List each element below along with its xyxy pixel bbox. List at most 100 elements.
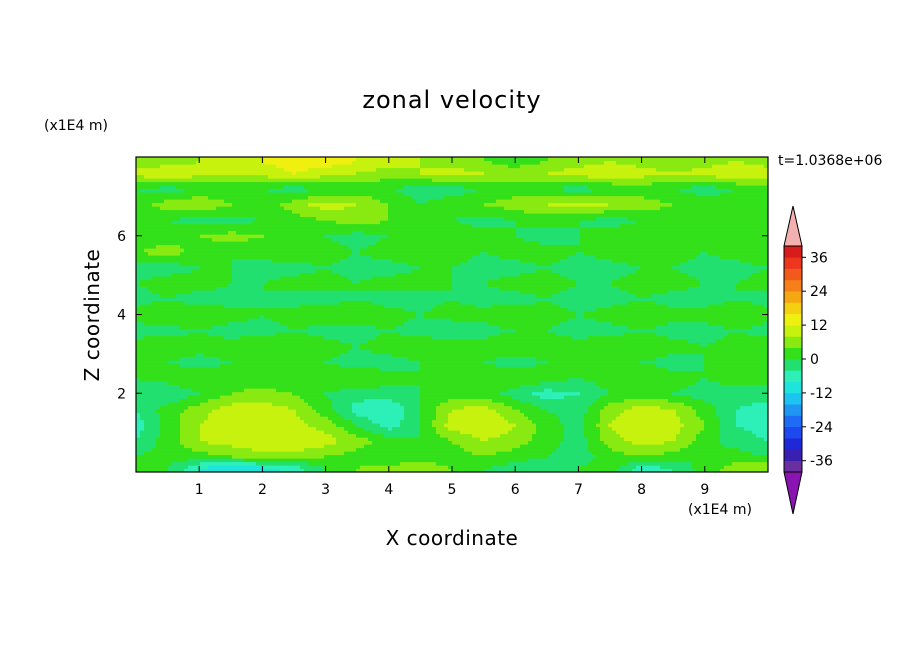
field-cell bbox=[360, 433, 365, 438]
field-cell bbox=[184, 465, 189, 470]
field-cell bbox=[636, 458, 641, 463]
field-cell bbox=[144, 423, 149, 428]
field-cell bbox=[508, 412, 513, 417]
field-cell bbox=[576, 363, 581, 368]
field-cell bbox=[576, 391, 581, 396]
field-cell bbox=[272, 391, 277, 396]
field-cell bbox=[356, 416, 361, 421]
field-cell bbox=[752, 384, 757, 389]
field-cell bbox=[412, 430, 417, 435]
field-cell bbox=[588, 426, 593, 431]
field-cell bbox=[308, 430, 313, 435]
field-cell bbox=[396, 374, 401, 379]
field-cell bbox=[268, 419, 273, 424]
field-cell bbox=[684, 454, 689, 459]
field-cell bbox=[520, 398, 525, 403]
field-cell bbox=[200, 430, 205, 435]
field-cell bbox=[568, 416, 573, 421]
field-cell bbox=[348, 367, 353, 372]
field-cell bbox=[392, 437, 397, 442]
field-cell bbox=[652, 461, 657, 466]
field-cell bbox=[352, 437, 357, 442]
field-cell bbox=[708, 402, 713, 407]
field-cell bbox=[172, 458, 177, 463]
field-cell bbox=[292, 367, 297, 372]
field-cell bbox=[332, 468, 337, 472]
field-cell bbox=[356, 374, 361, 379]
field-cell bbox=[416, 461, 421, 466]
field-cell bbox=[652, 468, 657, 472]
field-cell bbox=[388, 461, 393, 466]
field-cell bbox=[676, 412, 681, 417]
field-cell bbox=[356, 409, 361, 414]
field-cell bbox=[460, 370, 465, 375]
field-cell bbox=[412, 412, 417, 417]
field-cell bbox=[200, 447, 205, 452]
field-cell bbox=[420, 468, 425, 472]
field-cell bbox=[308, 377, 313, 382]
field-cell bbox=[740, 447, 745, 452]
field-cell bbox=[736, 430, 741, 435]
field-cell bbox=[524, 426, 529, 431]
field-cell bbox=[480, 405, 485, 410]
field-cell bbox=[496, 430, 501, 435]
field-cell bbox=[184, 458, 189, 463]
field-cell bbox=[712, 367, 717, 372]
field-cell bbox=[184, 395, 189, 400]
field-cell bbox=[400, 423, 405, 428]
field-cell bbox=[472, 409, 477, 414]
field-cell bbox=[160, 412, 165, 417]
field-cell bbox=[356, 454, 361, 459]
field-cell bbox=[300, 458, 305, 463]
field-cell bbox=[524, 402, 529, 407]
field-cell bbox=[460, 461, 465, 466]
field-cell bbox=[680, 388, 685, 393]
field-cell bbox=[516, 395, 521, 400]
field-cell bbox=[492, 395, 497, 400]
field-cell bbox=[744, 395, 749, 400]
field-cell bbox=[468, 363, 473, 368]
field-cell bbox=[412, 447, 417, 452]
field-cell bbox=[736, 426, 741, 431]
field-cell bbox=[348, 402, 353, 407]
field-cell bbox=[216, 360, 221, 365]
field-cell bbox=[716, 444, 721, 449]
field-cell bbox=[700, 409, 705, 414]
field-cell bbox=[716, 374, 721, 379]
field-cell bbox=[412, 374, 417, 379]
field-cell bbox=[552, 433, 557, 438]
field-cell bbox=[696, 451, 701, 456]
field-cell bbox=[748, 412, 753, 417]
field-cell bbox=[372, 398, 377, 403]
field-cell bbox=[564, 405, 569, 410]
field-cell bbox=[540, 402, 545, 407]
field-cell bbox=[332, 384, 337, 389]
field-cell bbox=[580, 416, 585, 421]
field-cell bbox=[712, 423, 717, 428]
field-cell bbox=[428, 391, 433, 396]
field-cell bbox=[472, 433, 477, 438]
field-cell bbox=[500, 370, 505, 375]
field-cell bbox=[748, 377, 753, 382]
field-cell bbox=[692, 416, 697, 421]
field-cell bbox=[644, 367, 649, 372]
field-cell bbox=[656, 458, 661, 463]
field-cell bbox=[472, 423, 477, 428]
field-cell bbox=[472, 461, 477, 466]
field-cell bbox=[708, 395, 713, 400]
field-cell bbox=[544, 458, 549, 463]
field-cell bbox=[660, 384, 665, 389]
field-cell bbox=[320, 391, 325, 396]
field-cell bbox=[732, 381, 737, 386]
field-cell bbox=[144, 360, 149, 365]
field-cell bbox=[556, 433, 561, 438]
field-cell bbox=[228, 384, 233, 389]
field-cell bbox=[388, 370, 393, 375]
field-cell bbox=[488, 405, 493, 410]
field-cell bbox=[716, 423, 721, 428]
field-cell bbox=[168, 447, 173, 452]
field-cell bbox=[140, 388, 145, 393]
field-cell bbox=[596, 395, 601, 400]
field-cell bbox=[220, 444, 225, 449]
field-cell bbox=[588, 377, 593, 382]
